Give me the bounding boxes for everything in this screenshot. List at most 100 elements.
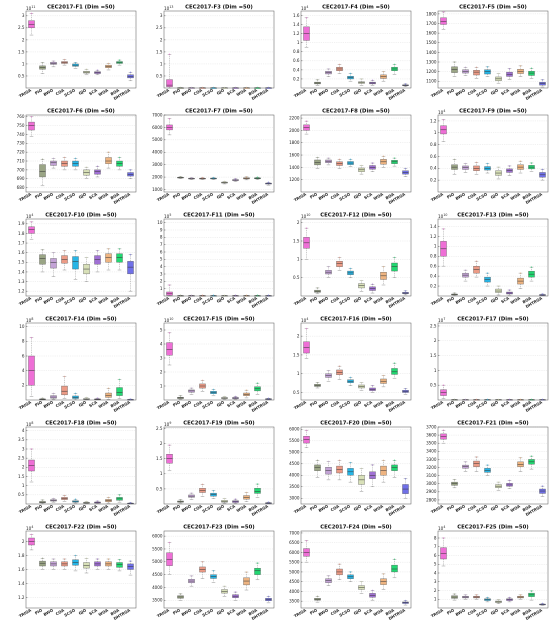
box-scso — [72, 62, 79, 69]
y-tick-label: 3.5 — [18, 437, 25, 442]
x-tick-label: TRIGA — [18, 504, 32, 515]
box-coa — [336, 459, 343, 481]
x-tick-label: PIO — [172, 191, 182, 199]
x-tick-label: TRIGA — [293, 400, 307, 411]
box-boa — [254, 176, 261, 180]
axis-exponent: 108 — [26, 317, 33, 323]
box-dhtrga — [265, 397, 272, 400]
x-tick-label: SCSO — [338, 191, 351, 202]
y-tick-label: 10 — [19, 324, 25, 329]
y-tick-label: 1300 — [426, 59, 437, 64]
x-tick-label: TRIGA — [156, 504, 170, 515]
axis-exponent: 107 — [438, 317, 445, 323]
box-dhtrga — [127, 398, 134, 401]
box-dhtrga — [539, 398, 546, 401]
axis-exponent: 104 — [26, 525, 33, 531]
box-triga — [28, 448, 35, 483]
y-tick-label: 2 — [22, 539, 25, 544]
box-sca — [369, 283, 376, 294]
y-tick-label: 1800 — [426, 11, 437, 16]
y-tick-label: 1 — [297, 40, 300, 45]
box-dhtrga — [539, 168, 546, 181]
x-tick-label: PIO — [172, 503, 182, 511]
box-dhtrga — [127, 501, 134, 505]
box-boa — [528, 266, 535, 282]
y-tick-label: 2.5 — [156, 426, 163, 431]
y-tick-label: 9 — [160, 227, 163, 232]
y-tick-label: 0.5 — [156, 73, 163, 78]
x-tick-label: COA — [193, 192, 203, 201]
y-tick-label: 5000 — [289, 450, 300, 455]
x-tick-label: COA — [330, 400, 340, 409]
box-boa — [391, 362, 398, 379]
chart-panel: CEC2017-F9 (Dim =50) 104 0.2 0.4 0.6 0.8 1 1.2 T… — [414, 106, 550, 214]
chart-panel: CEC2017-F12 (Dim =50) 1010 0.5 1 1.5 2 TRIGA PI… — [277, 210, 414, 318]
box-triga — [440, 429, 447, 444]
y-tick-label: 5 — [434, 562, 437, 567]
box-gjo — [495, 598, 502, 604]
box-pio — [39, 499, 46, 504]
axis-exponent: 1011 — [26, 5, 35, 11]
box-coa — [199, 379, 206, 392]
box-boa — [528, 67, 535, 79]
box-plot: CEC2017-F24 (Dim =50) 3500 4000 4500 5000 550… — [289, 525, 412, 621]
box-pio — [451, 292, 458, 296]
box-coa — [199, 176, 206, 180]
box-coa — [336, 256, 343, 271]
plot-frame — [300, 218, 412, 297]
box-gjo — [358, 164, 365, 175]
box-coa — [61, 494, 68, 502]
chart-panel: CEC2017-F14 (Dim =50) 108 2 4 6 8 10 TRIGA PIO BW… — [2, 314, 139, 422]
y-tick-label: 6 — [434, 553, 437, 558]
y-tick-label: 4000 — [152, 585, 163, 590]
box-pio — [39, 397, 46, 401]
box-woa — [380, 459, 387, 483]
x-tick-label: COA — [55, 88, 65, 97]
x-tick-label: SCA — [88, 504, 98, 513]
y-tick-label: 3500 — [426, 441, 437, 446]
chart-title: CEC2017-F19 (Dim =50) — [183, 421, 254, 427]
box-plot: CEC2017-F25 (Dim =50) 104 1 2 3 4 5 6 7 8 TRIGA PIO… — [430, 525, 549, 621]
plot-frame — [163, 322, 275, 401]
box-dhtrga — [402, 167, 409, 177]
plot-frame — [300, 530, 412, 609]
box-pio — [177, 86, 184, 89]
plot-frame — [25, 10, 137, 89]
x-tick-label: TRIGA — [293, 192, 307, 203]
x-tick-label: COA — [193, 400, 203, 409]
y-tick-label: 1.5 — [156, 49, 163, 54]
y-tick-label: 3200 — [426, 465, 437, 470]
x-tick-label: WOA — [235, 88, 247, 98]
box-dhtrga — [402, 290, 409, 296]
chart-panel: CEC2017-F18 (Dim =50) 108 0.5 1 1.5 2 2.5 3 3.5 4… — [2, 418, 139, 526]
box-boa — [391, 157, 398, 167]
x-tick-label: WOA — [372, 504, 384, 514]
box-triga — [28, 12, 35, 36]
y-tick-label: 1.6 — [293, 13, 300, 18]
box-sca — [369, 162, 376, 172]
x-tick-label: BWO — [181, 503, 193, 513]
box-scso — [347, 571, 354, 582]
chart-panel: CEC2017-F17 (Dim =50) 107 0.5 1 1.5 2 2.5 TRIGA… — [414, 314, 550, 422]
y-tick-label: 1200 — [289, 177, 300, 182]
y-tick-label: 0.4 — [430, 274, 437, 279]
chart-title: CEC2017-F18 (Dim =50) — [45, 421, 116, 427]
y-tick-label: 4000 — [289, 473, 300, 478]
box-dhtrga — [402, 83, 409, 87]
y-tick-label: 3 — [160, 355, 163, 360]
y-tick-label: 1400 — [426, 50, 437, 55]
box-scso — [347, 461, 354, 483]
y-tick-label: 3000 — [426, 481, 437, 486]
y-tick-label: 1 — [434, 130, 437, 135]
y-tick-label: 1200 — [426, 69, 437, 74]
x-tick-label: COA — [55, 296, 65, 305]
x-tick-label: TRIGA — [293, 296, 307, 307]
y-tick-label: 0.6 — [430, 154, 437, 159]
plot-frame — [163, 114, 275, 193]
y-tick-label: 1.4 — [18, 269, 25, 274]
x-tick-label: PIO — [446, 399, 456, 407]
x-tick-label: WOA — [509, 400, 521, 410]
x-tick-label: BOA — [110, 400, 120, 409]
x-tick-label: SCSO — [475, 503, 488, 514]
y-tick-label: 1.8 — [18, 553, 25, 558]
